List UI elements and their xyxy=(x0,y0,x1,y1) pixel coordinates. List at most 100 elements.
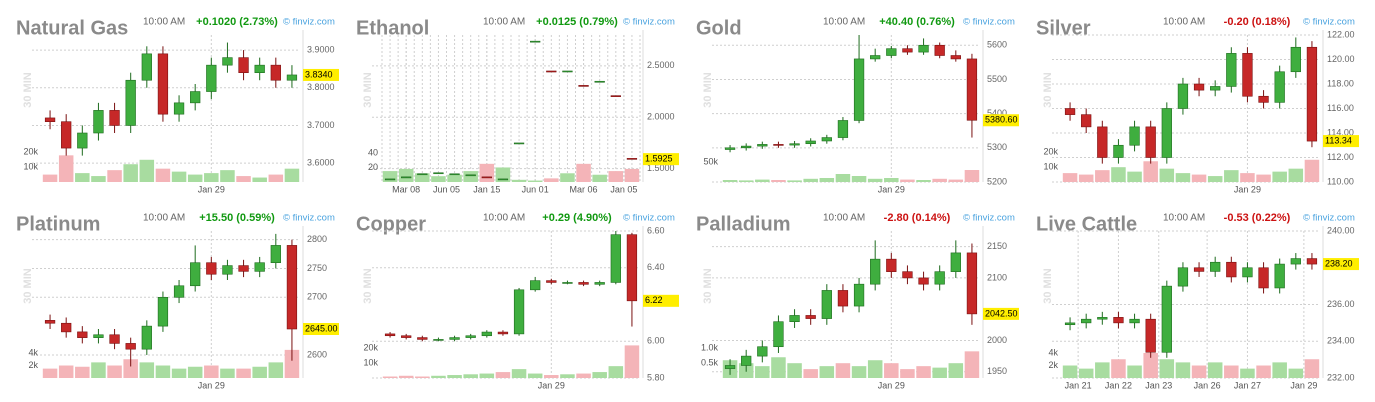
candle-body xyxy=(222,57,233,66)
x-tick-label: Mar 08 xyxy=(392,184,420,194)
y-tick-label: 6.60 xyxy=(647,225,665,235)
x-tick-label: Jan 05 xyxy=(610,184,637,194)
candle-body xyxy=(238,57,249,73)
candle-body xyxy=(141,53,152,81)
volume-bar xyxy=(819,178,835,182)
volume-bar xyxy=(204,173,219,182)
candle-body xyxy=(626,158,638,160)
candle-body xyxy=(417,173,428,176)
volume-bar xyxy=(851,366,867,378)
candle-body xyxy=(950,55,961,60)
y-tick-label: 2100 xyxy=(987,272,1007,282)
candle-body xyxy=(578,85,589,87)
volume-bar xyxy=(592,174,607,182)
chart-panel: Palladium 10:00 AM -2.80 (0.14%) © finviz.c… xyxy=(696,212,1019,390)
volume-tick-label: 4k xyxy=(28,347,38,357)
candle-body xyxy=(546,70,557,73)
volume-bar xyxy=(787,363,802,378)
y-tick-label: 2700 xyxy=(307,292,327,302)
candle-body xyxy=(497,178,509,181)
change-label: +0.29 (4.90%) xyxy=(542,212,612,224)
candle-body xyxy=(141,325,152,350)
interval-label: 30 MIN xyxy=(22,268,34,304)
volume-bar xyxy=(495,167,511,182)
y-tick-label: 1.5000 xyxy=(647,163,675,173)
candle-body xyxy=(1081,114,1092,128)
candle-body xyxy=(594,282,605,285)
candle-body xyxy=(190,91,201,104)
candle-body xyxy=(125,79,136,126)
candle-body xyxy=(1242,267,1253,278)
chart-title: Natural Gas xyxy=(16,17,128,39)
time-label: 10:00 AM xyxy=(1163,213,1205,224)
candle-body xyxy=(222,265,233,275)
interval-label: 30 MIN xyxy=(1042,268,1054,304)
candle-body xyxy=(1113,144,1124,158)
volume-bar xyxy=(932,178,947,182)
volume-bar xyxy=(495,372,511,378)
candle-body xyxy=(1290,46,1301,73)
candle-body xyxy=(481,176,492,179)
volume-bar xyxy=(560,374,575,378)
candle-body xyxy=(1258,95,1269,103)
last-price-label: 1.5925 xyxy=(645,154,673,164)
volume-bar xyxy=(1078,174,1094,182)
y-tick-label: 234.00 xyxy=(1327,336,1355,346)
volume-bar xyxy=(1191,365,1207,378)
volume-bar xyxy=(624,168,640,182)
volume-bar xyxy=(447,375,462,378)
volume-bar xyxy=(964,351,980,378)
volume-bar xyxy=(624,345,640,378)
change-label: +40.40 (0.76%) xyxy=(879,16,955,28)
volume-bar xyxy=(155,168,171,182)
y-tick-label: 5400 xyxy=(987,108,1007,118)
candle-body xyxy=(1145,318,1156,353)
chart-panel: Silver 10:00 AM -0.20 (0.18%) © finviz.com 3… xyxy=(1036,16,1359,194)
change-label: +15.50 (0.59%) xyxy=(199,212,275,224)
volume-bar xyxy=(771,180,786,182)
candle-body xyxy=(578,282,589,285)
volume-bar xyxy=(268,362,284,378)
candle-body xyxy=(433,172,444,175)
last-price-tag xyxy=(643,294,679,307)
y-tick-label: 6.00 xyxy=(647,336,665,346)
candle-body xyxy=(93,334,104,338)
candle-body xyxy=(77,331,88,338)
source-label: © finviz.com xyxy=(963,17,1015,28)
y-tick-label: 3.7000 xyxy=(307,120,335,130)
candle-body xyxy=(1161,108,1172,158)
candle-body xyxy=(1258,267,1269,289)
chart-panel: Natural Gas 10:00 AM +0.1020 (2.73%) © finv… xyxy=(16,16,339,194)
candle-body xyxy=(125,343,136,350)
source-label: © finviz.com xyxy=(1303,17,1355,28)
volume-bar xyxy=(560,173,575,182)
volume-tick-label: 10k xyxy=(23,162,38,172)
candle-body xyxy=(1274,71,1285,103)
volume-bar xyxy=(1175,362,1191,378)
volume-bar xyxy=(1159,359,1175,378)
last-price-tag xyxy=(1323,258,1359,271)
chart-title: Gold xyxy=(696,17,742,39)
candle-body xyxy=(1193,267,1205,272)
x-tick-label: Jun 01 xyxy=(522,184,549,194)
volume-bar xyxy=(415,376,430,378)
volume-bar xyxy=(835,363,851,378)
volume-bar xyxy=(1272,362,1287,378)
volume-bar xyxy=(75,173,90,182)
chart-panel: Copper 10:00 AM +0.29 (4.90%) © finviz.com 3… xyxy=(356,212,679,390)
candle-body xyxy=(1210,86,1221,91)
y-tick-label: 1950 xyxy=(987,366,1007,376)
time-label: 10:00 AM xyxy=(1163,17,1205,28)
last-price-tag xyxy=(1323,135,1359,148)
volume-bar xyxy=(1127,365,1142,378)
volume-bar xyxy=(107,365,122,378)
chart-title: Palladium xyxy=(696,213,790,235)
volume-bar xyxy=(1078,368,1094,378)
volume-bar xyxy=(268,174,284,182)
x-tick-label: Jan 29 xyxy=(878,184,905,194)
interval-label: 30 MIN xyxy=(1042,72,1054,108)
candle-body xyxy=(77,132,88,149)
chart-panel: Gold 10:00 AM +40.40 (0.76%) © finviz.com 30… xyxy=(696,16,1019,194)
candle-body xyxy=(173,102,185,115)
candle-body xyxy=(918,44,929,53)
